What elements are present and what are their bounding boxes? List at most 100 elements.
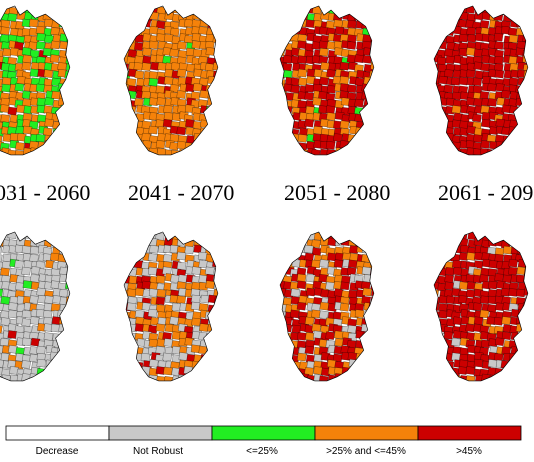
district xyxy=(523,27,528,36)
district xyxy=(127,375,138,381)
district xyxy=(355,127,365,136)
district xyxy=(198,232,209,240)
district xyxy=(291,324,302,334)
district xyxy=(437,133,447,143)
district xyxy=(155,323,166,332)
district xyxy=(74,71,83,79)
district xyxy=(206,366,217,376)
district xyxy=(65,381,74,389)
district xyxy=(21,18,32,28)
district xyxy=(38,232,48,242)
district xyxy=(290,332,300,341)
district xyxy=(434,118,440,128)
district xyxy=(134,12,144,21)
district xyxy=(376,48,385,56)
district xyxy=(7,106,18,116)
district xyxy=(126,14,137,23)
district xyxy=(207,20,218,29)
district xyxy=(348,6,358,13)
district xyxy=(205,6,215,15)
district xyxy=(460,156,469,164)
district xyxy=(72,317,81,325)
district xyxy=(444,239,455,248)
district xyxy=(377,255,386,263)
district xyxy=(73,134,82,142)
district xyxy=(370,232,374,240)
district xyxy=(445,55,455,65)
district xyxy=(137,383,146,391)
district xyxy=(434,310,440,319)
district xyxy=(148,325,158,334)
district xyxy=(368,120,374,130)
district xyxy=(58,19,69,28)
district xyxy=(72,240,81,248)
district xyxy=(376,354,385,362)
district xyxy=(290,288,301,297)
district xyxy=(127,346,137,355)
district xyxy=(15,142,25,151)
district xyxy=(124,91,130,101)
district xyxy=(370,296,374,305)
district xyxy=(133,62,144,71)
district xyxy=(450,77,461,86)
district xyxy=(297,100,307,109)
district xyxy=(191,382,200,390)
legend-label-decrease: Decrease xyxy=(36,446,79,457)
district xyxy=(74,84,83,92)
district xyxy=(222,62,231,70)
district xyxy=(212,259,218,268)
district xyxy=(141,154,152,155)
district xyxy=(170,149,181,155)
district xyxy=(191,368,201,377)
district xyxy=(370,6,374,15)
district xyxy=(222,149,231,157)
district xyxy=(289,346,300,356)
district xyxy=(445,14,455,23)
district xyxy=(214,238,218,247)
district xyxy=(458,33,469,43)
district xyxy=(356,360,367,369)
district xyxy=(124,247,131,256)
district xyxy=(38,154,48,155)
district xyxy=(163,376,174,381)
district xyxy=(148,125,158,135)
district xyxy=(36,97,47,107)
district xyxy=(280,346,288,356)
district xyxy=(516,114,526,123)
district xyxy=(134,34,145,43)
district xyxy=(318,375,329,381)
district xyxy=(214,246,218,256)
district xyxy=(370,274,374,284)
district xyxy=(178,352,189,361)
district xyxy=(314,156,323,164)
district xyxy=(355,141,366,150)
district xyxy=(446,154,456,155)
district xyxy=(127,288,137,297)
district xyxy=(124,134,131,144)
district xyxy=(523,70,528,80)
district xyxy=(524,91,528,101)
district xyxy=(508,359,519,369)
district xyxy=(290,77,301,86)
district xyxy=(443,247,454,256)
district xyxy=(50,40,61,50)
district xyxy=(466,26,476,36)
district xyxy=(280,339,287,348)
district xyxy=(282,316,293,326)
district xyxy=(439,246,449,256)
district xyxy=(434,149,440,155)
district xyxy=(57,6,68,14)
district xyxy=(163,33,174,43)
district xyxy=(480,267,490,277)
germany-map-r1-c3 xyxy=(433,231,529,382)
district xyxy=(377,64,386,72)
district xyxy=(465,323,475,333)
district xyxy=(289,309,300,319)
district xyxy=(124,289,129,298)
district xyxy=(378,339,387,347)
district xyxy=(347,324,357,334)
district xyxy=(334,330,344,340)
district xyxy=(73,233,82,241)
district xyxy=(184,148,194,155)
district xyxy=(525,261,528,270)
